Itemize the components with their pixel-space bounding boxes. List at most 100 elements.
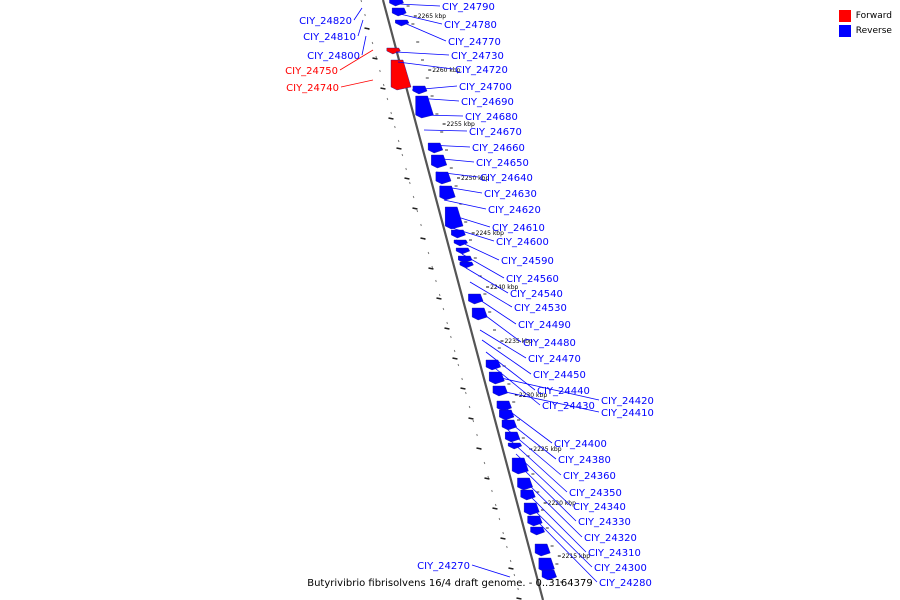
gene-label: CIY_24530 — [514, 303, 567, 314]
reverse-gene — [431, 154, 448, 169]
gene-label-leader — [527, 493, 587, 553]
reverse-gene — [451, 229, 466, 239]
strand-dot — [491, 489, 493, 493]
legend-reverse: Reverse — [838, 23, 892, 38]
scale-tick-outer — [500, 537, 506, 540]
forward-swatch — [838, 9, 851, 22]
gene-label: CIY_24690 — [461, 97, 514, 108]
gene-label: CIY_24780 — [444, 20, 497, 31]
scale-tick-outer — [412, 207, 418, 210]
strand-dot — [382, 83, 385, 87]
strand-dot — [465, 391, 467, 395]
strand-dot — [442, 307, 445, 311]
strand-dot — [435, 279, 437, 283]
gene-label: CIY_24560 — [506, 274, 559, 285]
gene-label-leader — [397, 3, 441, 7]
gene-label: CIY_24400 — [554, 439, 607, 450]
gene-label-leader — [395, 51, 450, 56]
gene-label: CIY_24480 — [523, 338, 576, 349]
reverse-gene — [501, 419, 517, 431]
strand-dot — [390, 111, 392, 115]
gene-label-leader — [419, 114, 464, 117]
gene-label: CIY_24670 — [469, 127, 522, 138]
gene-label: CIY_24430 — [542, 401, 595, 412]
gene-label: CIY_24340 — [573, 502, 626, 513]
gene-label-leader — [465, 267, 509, 294]
gene-label-leader — [495, 389, 600, 413]
gene-label-leader — [523, 479, 583, 538]
scale-tick-outer — [372, 57, 378, 60]
gene-label: CIY_24770 — [448, 37, 501, 48]
kbp-label: 2245 kbp — [476, 230, 504, 237]
reverse-gene — [439, 185, 456, 201]
genome-axis — [381, 0, 545, 600]
strand-dot — [416, 209, 419, 213]
legend-forward-label: Forward — [855, 10, 892, 21]
strand-dot — [513, 573, 516, 577]
strand-dot — [461, 377, 463, 381]
gene-label: CIY_24660 — [472, 143, 525, 154]
gene-label: CIY_24700 — [459, 82, 512, 93]
reverse-gene — [468, 293, 484, 305]
strand-dot — [487, 475, 490, 479]
gene-label-leader — [401, 21, 447, 42]
strand-dot — [405, 167, 407, 171]
gene-label-leader — [451, 227, 495, 242]
gene-label-leader — [535, 519, 598, 583]
strand-dot — [394, 125, 396, 129]
strand-dot — [450, 335, 452, 339]
gene-label-leader — [423, 129, 468, 132]
strand-dot — [438, 293, 441, 297]
gene-label-leader — [499, 403, 553, 444]
gene-label-leader — [353, 7, 363, 21]
gene-label: CIY_24720 — [455, 65, 508, 76]
genome-caption: Butyrivibrio fibrisolvens 16/4 draft gen… — [307, 578, 593, 589]
gene-label-leader — [503, 417, 557, 460]
strand-dot — [476, 433, 478, 437]
strand-dot — [427, 251, 430, 255]
strand-dot — [494, 503, 497, 507]
kbp-label: 2230 kbp — [519, 392, 547, 399]
gene-label: CIY_24380 — [558, 455, 611, 466]
forward-gene — [386, 47, 401, 55]
gene-label-leader — [397, 61, 454, 70]
gene-label-leader — [447, 213, 491, 228]
gene-label: CIY_24270 — [417, 561, 470, 572]
gene-label-leader — [399, 13, 443, 25]
strand-dot — [397, 139, 400, 143]
forward-gene — [390, 59, 412, 91]
gene-label-leader — [491, 375, 600, 401]
gene-label: CIY_24470 — [528, 354, 581, 365]
scale-tick-outer — [380, 87, 386, 90]
legend-reverse-label: Reverse — [855, 25, 892, 36]
reverse-gene — [505, 431, 521, 443]
gene-label: CIY_24450 — [533, 370, 586, 381]
kbp-label: 2215 kbp — [562, 553, 590, 560]
scale-tick-outer — [484, 477, 490, 480]
reverse-gene — [459, 261, 474, 269]
gene-label: CIY_24440 — [537, 386, 590, 397]
scale-tick-outer — [516, 597, 522, 600]
strand-dot — [509, 559, 512, 563]
gene-label: CIY_24610 — [492, 223, 545, 234]
gene-label-leader — [357, 19, 364, 37]
gene-label-leader — [511, 441, 568, 493]
gene-label-leader — [473, 295, 517, 325]
gene-label-leader — [477, 309, 522, 343]
scale-tick-outer — [468, 417, 474, 420]
gene-label-leader — [481, 339, 532, 375]
gene-label: CIY_24490 — [518, 320, 571, 331]
gene-label: CIY_24600 — [496, 237, 549, 248]
strand-dot — [517, 587, 519, 591]
gene-label: CIY_24650 — [476, 158, 529, 169]
gene-label-leader — [455, 239, 500, 261]
gene-label: CIY_24630 — [484, 189, 537, 200]
strand-dot — [457, 363, 460, 367]
reverse-gene — [527, 515, 543, 527]
gene-label-leader — [431, 157, 475, 163]
scale-tick-outer — [404, 177, 410, 180]
gene-label: CIY_24820 — [299, 16, 352, 27]
kbp-label: 2265 kbp — [418, 13, 446, 20]
gene-label: CIY_24800 — [307, 51, 360, 62]
gene-label: CIY_24350 — [569, 488, 622, 499]
